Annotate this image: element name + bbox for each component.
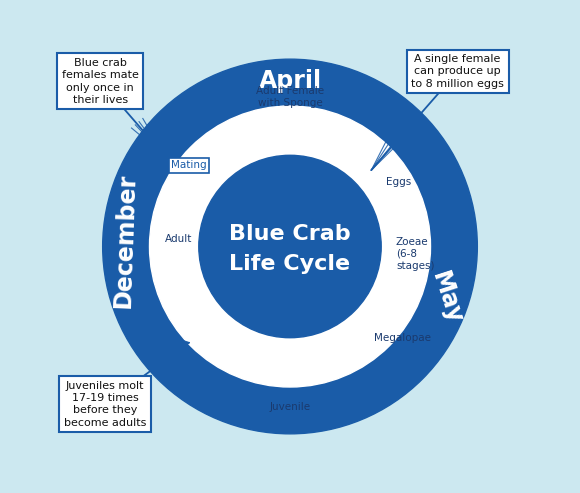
Text: Adult: Adult	[165, 234, 193, 244]
Text: Juvenile: Juvenile	[270, 402, 310, 412]
Circle shape	[150, 106, 430, 387]
Circle shape	[103, 59, 477, 434]
Text: Life Cycle: Life Cycle	[230, 254, 350, 274]
Text: Adult Female
with Sponge: Adult Female with Sponge	[256, 86, 324, 108]
Text: Blue Crab: Blue Crab	[229, 224, 351, 244]
Text: A single female
can produce up
to 8 million eggs: A single female can produce up to 8 mill…	[411, 54, 504, 89]
Text: Juveniles molt
17-19 times
before they
become adults: Juveniles molt 17-19 times before they b…	[64, 381, 146, 428]
Text: Blue crab
females mate
only once in
their lives: Blue crab females mate only once in thei…	[61, 58, 139, 105]
Circle shape	[199, 155, 381, 338]
Text: Eggs: Eggs	[386, 177, 411, 187]
Text: December: December	[111, 173, 139, 309]
Text: April: April	[259, 70, 321, 93]
Text: Zoeae
(6-8
stages): Zoeae (6-8 stages)	[396, 237, 434, 271]
Text: Megalopae: Megalopae	[374, 333, 431, 343]
Text: Mating: Mating	[171, 160, 206, 170]
Text: May: May	[427, 268, 467, 327]
